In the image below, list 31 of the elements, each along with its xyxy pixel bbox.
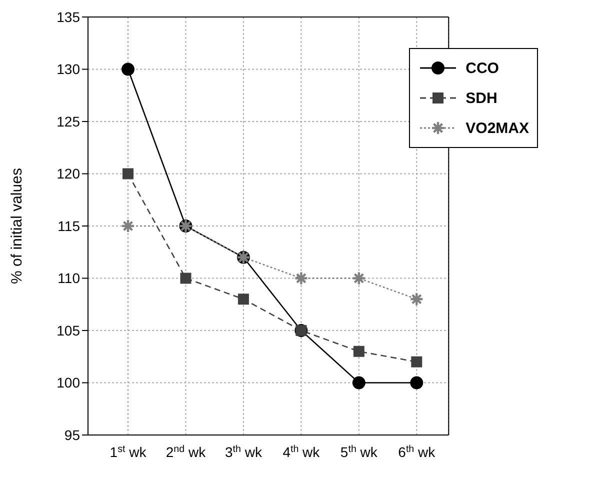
point — [411, 356, 422, 368]
y-tick-label: 95 — [64, 426, 80, 443]
point — [352, 376, 366, 390]
y-tick-label: 125 — [56, 113, 80, 130]
x-tick-label: 5$^{th}$ wk — [340, 444, 378, 460]
point — [120, 218, 136, 234]
x-tick-label: 3$^{th}$ wk — [224, 444, 263, 460]
x-tick-label: 1$^{st}$ wk — [110, 444, 148, 460]
point — [410, 292, 424, 306]
y-tick-label: 120 — [56, 166, 80, 182]
point — [294, 271, 308, 286]
point — [353, 346, 364, 357]
x-tick-label: 4$^{th}$ wk — [282, 444, 321, 460]
legend-label: CCO — [466, 60, 499, 76]
point — [122, 62, 134, 76]
y-tick-label: 135 — [56, 8, 80, 25]
point — [122, 168, 134, 180]
x-tick-label: 2$^{nd}$ wk — [166, 444, 207, 460]
point — [410, 376, 424, 390]
point — [238, 294, 249, 305]
y-tick-label: 105 — [56, 322, 80, 338]
y-axis-title: % of initial values — [8, 168, 26, 284]
y-tick-label: 130 — [56, 61, 80, 78]
point — [352, 271, 366, 286]
legend-label: VO2MAX — [466, 120, 529, 136]
point — [180, 272, 192, 284]
y-tick-label: 115 — [58, 218, 80, 234]
x-tick-label: 6$^{th}$ wk — [398, 444, 436, 460]
y-tick-label: 110 — [58, 270, 80, 286]
legend-label: SDH — [466, 90, 498, 106]
y-tick-label: 100 — [56, 374, 80, 391]
